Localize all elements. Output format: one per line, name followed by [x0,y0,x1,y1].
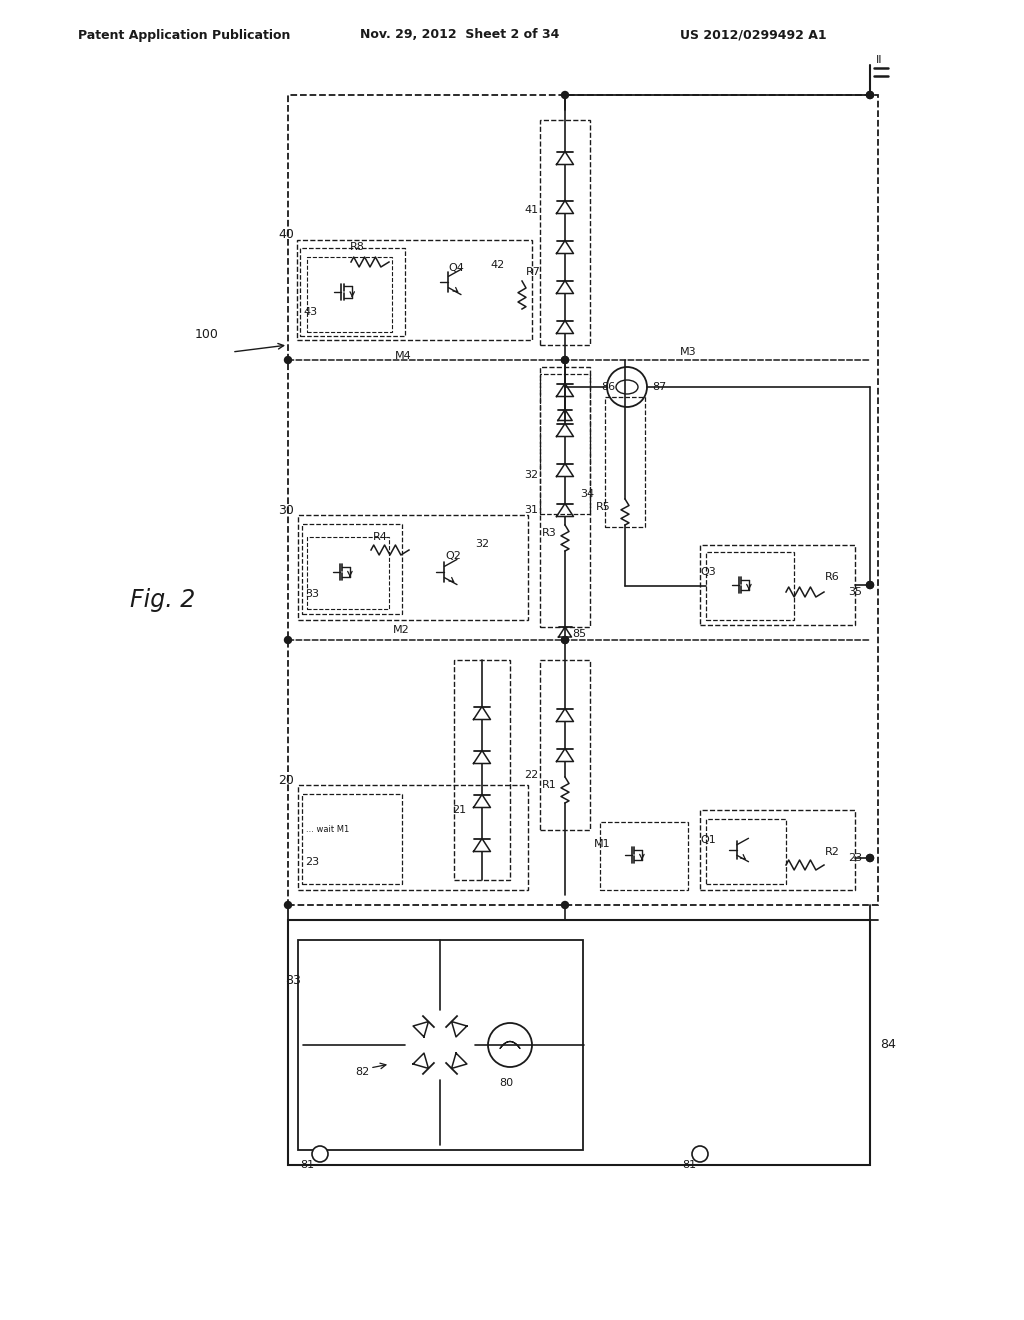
Text: 43: 43 [303,308,317,317]
Bar [307,537,389,609]
Text: 83: 83 [285,974,301,986]
Text: 81: 81 [682,1160,696,1170]
Bar [600,822,688,890]
Circle shape [866,582,873,589]
Text: Q3: Q3 [700,568,716,577]
Text: Patent Application Publication: Patent Application Publication [78,29,291,41]
Text: M4: M4 [395,351,412,360]
Bar [302,524,402,614]
Bar [288,95,878,906]
Text: 100: 100 [195,329,219,342]
Text: Nov. 29, 2012  Sheet 2 of 34: Nov. 29, 2012 Sheet 2 of 34 [360,29,559,41]
Text: 41: 41 [524,205,539,215]
Circle shape [866,854,873,862]
Text: 87: 87 [652,381,667,392]
Text: R7: R7 [526,267,541,277]
Circle shape [488,1023,532,1067]
Circle shape [561,636,568,644]
Circle shape [866,854,873,862]
Bar [297,240,532,341]
Text: 85: 85 [572,630,586,639]
Bar [540,374,590,513]
Circle shape [561,91,568,99]
Text: US 2012/0299492 A1: US 2012/0299492 A1 [680,29,826,41]
Text: 32: 32 [475,539,489,549]
Bar [706,818,786,884]
Text: 82: 82 [355,1067,370,1077]
Text: M3: M3 [680,347,696,356]
Text: R1: R1 [542,780,557,789]
Text: R3: R3 [542,528,557,539]
Text: Q2: Q2 [445,550,461,561]
Text: 33: 33 [305,589,319,599]
Text: 86: 86 [601,381,615,392]
Text: 42: 42 [490,260,504,271]
Bar [307,257,392,333]
Text: 81: 81 [300,1160,314,1170]
Text: 35: 35 [848,587,862,597]
Circle shape [312,1146,328,1162]
Bar [706,552,794,620]
Text: 22: 22 [524,770,539,780]
Text: R5: R5 [596,502,610,512]
Circle shape [285,636,292,644]
Text: 80: 80 [499,1078,513,1088]
Text: R8: R8 [350,242,365,252]
Text: R6: R6 [825,572,840,582]
Text: R2: R2 [825,847,840,857]
Bar [605,397,645,527]
Bar [298,940,583,1150]
Text: 84: 84 [880,1039,896,1052]
Bar [540,660,590,830]
Text: Fig. 2: Fig. 2 [130,587,196,612]
Bar [298,515,528,620]
Bar [288,920,870,1166]
Circle shape [285,356,292,363]
Circle shape [866,582,873,589]
Text: Q4: Q4 [449,263,464,273]
Text: 23: 23 [305,857,319,867]
Circle shape [866,91,873,99]
Bar [298,785,528,890]
Circle shape [692,1146,708,1162]
Text: M2: M2 [393,624,410,635]
Text: R4: R4 [373,532,388,543]
Text: 34: 34 [580,488,594,499]
Bar [300,248,406,337]
Text: 32: 32 [524,470,539,480]
Circle shape [285,902,292,908]
Text: Q1: Q1 [700,836,716,845]
Text: ... wait M1: ... wait M1 [306,825,349,834]
Circle shape [561,356,568,363]
Bar [700,545,855,624]
Text: 20: 20 [278,774,294,787]
Bar [700,810,855,890]
Text: M1: M1 [594,840,610,849]
Text: 21: 21 [452,805,466,814]
Text: 31: 31 [524,506,538,515]
Text: II: II [876,55,883,65]
Bar [302,795,402,884]
Text: 30: 30 [278,503,294,516]
Circle shape [561,636,568,644]
Bar [540,120,590,345]
Text: 40: 40 [278,228,294,242]
Ellipse shape [616,380,638,393]
Bar [454,660,510,880]
Text: 23: 23 [848,853,862,863]
Circle shape [607,367,647,407]
Circle shape [561,902,568,908]
Circle shape [866,91,873,99]
Circle shape [561,356,568,363]
Bar [540,367,590,627]
